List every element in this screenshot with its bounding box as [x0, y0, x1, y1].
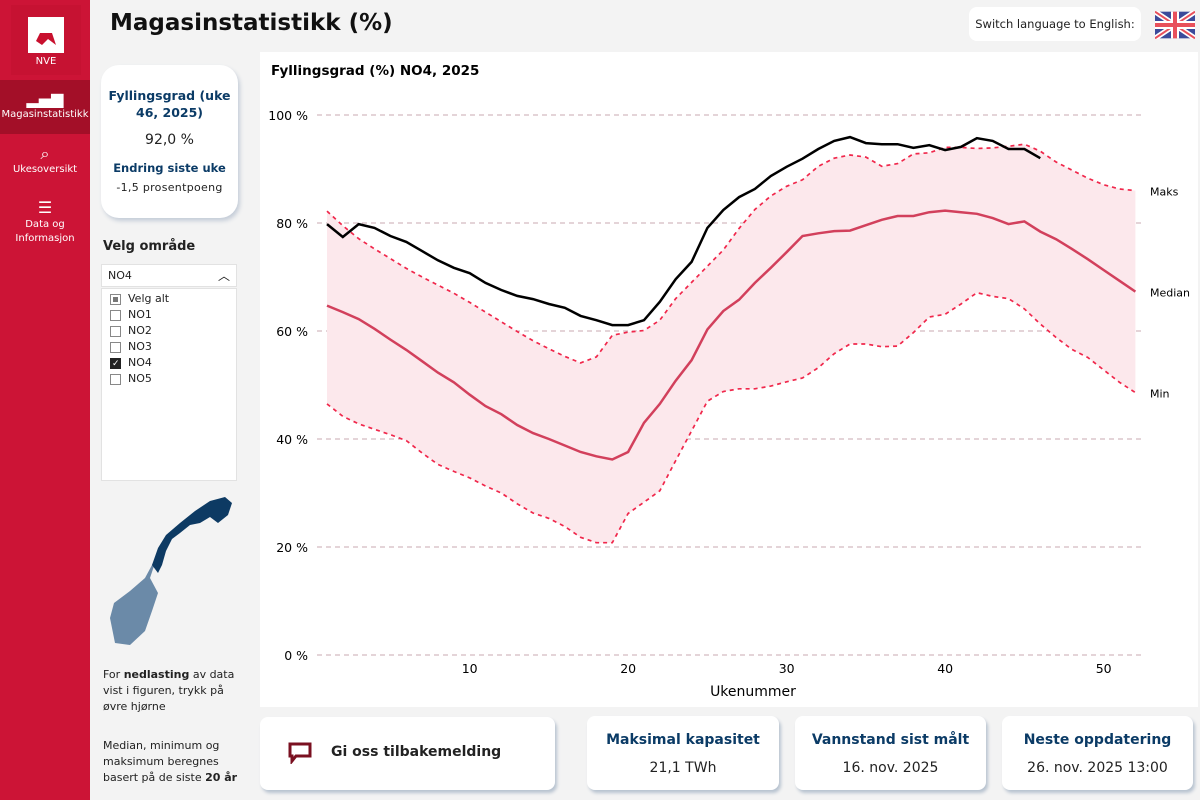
card-title: Maksimal kapasitet	[606, 732, 760, 748]
area-option-no4[interactable]: NO4	[102, 355, 236, 372]
change-title: Endring siste uke	[113, 161, 226, 175]
area-option-no1[interactable]: NO1	[102, 307, 236, 323]
y-tick-label: 80 %	[276, 216, 308, 231]
fill-level-title: Fyllingsgrad (uke 46, 2025)	[108, 88, 231, 120]
uk-flag-icon[interactable]	[1155, 11, 1195, 39]
series-label-median: Median	[1150, 287, 1190, 300]
max-series-line	[326, 143, 1136, 364]
area-dropdown-value: NO4	[108, 269, 132, 282]
min-series-line	[326, 291, 1136, 544]
area-select-label: Velg område	[103, 239, 196, 254]
card-title: Vannstand sist målt	[811, 732, 970, 748]
bar-chart-icon: ▂▄▆	[26, 89, 64, 108]
basis-note: Median, minimum og maksimum beregnes bas…	[103, 739, 238, 784]
nve-logo[interactable]: NVE	[11, 5, 81, 75]
area-option-label: NO5	[128, 372, 152, 385]
x-axis-label: Ukenummer	[710, 684, 796, 700]
y-tick-label: 20 %	[276, 540, 308, 555]
chart-panel: Fyllingsgrad (%) NO4, 2025 0 % 20 % 40 % 60…	[260, 52, 1198, 707]
feedback-label: Gi oss tilbakemelding	[331, 744, 502, 760]
y-tick-label: 100 %	[268, 108, 308, 123]
download-note: For nedlasting av data vist i figuren, t…	[103, 668, 235, 713]
fill-level-value: 92,0 %	[145, 132, 194, 148]
sidebar-item-ukesoversikt[interactable]: ⌕ Ukesoversikt	[0, 144, 90, 175]
x-tick-label: 10	[462, 661, 478, 676]
area-option-no2[interactable]: NO2	[102, 323, 236, 339]
area-option-no5[interactable]: NO5	[102, 371, 236, 387]
x-tick-label: 50	[1096, 661, 1112, 676]
checkbox[interactable]	[110, 325, 121, 337]
min-max-band	[327, 144, 1136, 543]
checkbox[interactable]	[110, 293, 121, 305]
checkbox[interactable]	[110, 356, 121, 372]
sidebar-item-magasinstatistikk[interactable]: ▂▄▆ Magasinstatistikk	[0, 80, 90, 134]
area-option-label: NO3	[128, 340, 152, 353]
y-tick-label: 0 %	[284, 648, 308, 663]
fill-level-card: Fyllingsgrad (uke 46, 2025) 92,0 % Endri…	[101, 65, 238, 218]
area-option-label: Velg alt	[128, 292, 170, 305]
checkbox[interactable]	[110, 341, 121, 353]
sidebar: NVE ▂▄▆ Magasinstatistikk ⌕ Ukesoversikt…	[0, 0, 90, 800]
next-update-card: Neste oppdatering 26. nov. 2025 13:00	[1002, 716, 1193, 790]
area-option-list: Velg alt NO1 NO2 NO3 NO4 NO5	[101, 288, 237, 481]
x-tick-label: 30	[779, 661, 795, 676]
series-label-maks: Maks	[1150, 186, 1179, 199]
checkbox[interactable]	[110, 373, 121, 385]
max-capacity-card: Maksimal kapasitet 21,1 TWh	[587, 716, 779, 790]
card-value: 16. nov. 2025	[842, 760, 939, 776]
sidebar-item-label: Ukesoversikt	[12, 164, 78, 175]
database-icon: ☰	[37, 198, 53, 217]
area-option-label: NO1	[128, 308, 152, 321]
last-measured-card: Vannstand sist målt 16. nov. 2025	[795, 716, 986, 790]
area-option-velg-alt[interactable]: Velg alt	[102, 291, 236, 307]
checkbox[interactable]	[110, 309, 121, 321]
area-dropdown[interactable]: NO4 ︿	[101, 264, 237, 287]
card-value: 21,1 TWh	[649, 760, 717, 776]
median-series-line	[326, 209, 1137, 461]
speech-bubble-icon	[288, 742, 312, 764]
x-tick-label: 20	[620, 661, 636, 676]
current-year-series-line	[326, 135, 1041, 327]
norway-map	[110, 497, 232, 645]
x-tick-label: 40	[937, 661, 953, 676]
chart-title: Fyllingsgrad (%) NO4, 2025	[271, 63, 479, 79]
feedback-button[interactable]: Gi oss tilbakemelding	[260, 717, 555, 790]
page-title: Magasinstatistikk (%)	[110, 10, 393, 36]
change-value: -1,5 prosentpoeng	[116, 181, 223, 194]
y-tick-label: 40 %	[276, 432, 308, 447]
logo-text: NVE	[35, 56, 57, 67]
y-tick-label: 60 %	[276, 324, 308, 339]
series-label-min: Min	[1150, 388, 1170, 401]
area-option-label: NO4	[128, 356, 152, 369]
nve-lion-emblem-icon	[28, 17, 64, 53]
area-option-label: NO2	[128, 324, 152, 337]
sidebar-item-data-og-informasjon[interactable]: ☰ Data og Informasjon	[0, 198, 90, 246]
magnify-pulse-icon: ⌕	[40, 144, 50, 163]
chevron-up-icon: ︿	[217, 269, 230, 283]
fill-level-chart[interactable]: Fyllingsgrad (%) NO4, 2025 0 % 20 % 40 % 60…	[260, 52, 1198, 707]
sidebar-item-label: Magasinstatistikk	[1, 109, 89, 120]
card-title: Neste oppdatering	[1023, 732, 1172, 748]
card-value: 26. nov. 2025 13:00	[1027, 760, 1168, 776]
sidebar-item-label: Data og Informasjon	[15, 219, 75, 244]
area-option-no3[interactable]: NO3	[102, 339, 236, 355]
switch-language-button[interactable]: Switch language to English:	[969, 7, 1141, 41]
